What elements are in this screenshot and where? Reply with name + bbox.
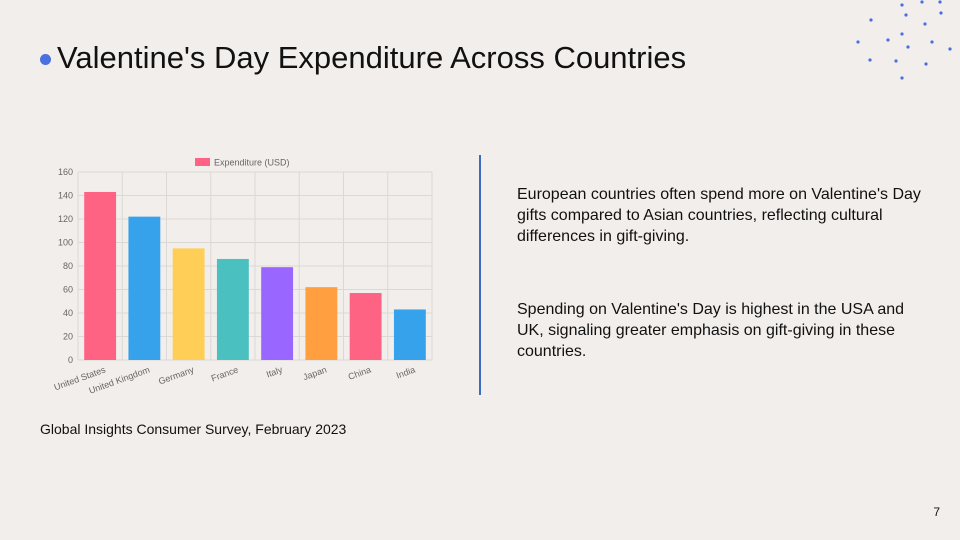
note-usa-uk-highest: Spending on Valentine's Day is highest i… <box>517 301 905 360</box>
y-tick-label: 0 <box>68 355 73 365</box>
vertical-divider <box>479 155 481 395</box>
y-tick-label: 160 <box>58 167 73 177</box>
bar <box>305 287 338 360</box>
legend-swatch <box>195 158 210 166</box>
x-tick-label: Italy <box>265 364 284 379</box>
x-tick-label: Japan <box>302 364 328 382</box>
x-tick-label: Germany <box>157 364 196 386</box>
title-row: Valentine's Day Expenditure Across Count… <box>40 40 686 76</box>
bar <box>216 258 249 360</box>
bar <box>128 216 161 360</box>
notes-panel: European countries often spend more on V… <box>517 184 927 414</box>
bar <box>172 248 205 360</box>
y-tick-label: 80 <box>63 261 73 271</box>
title-bullet-icon <box>40 53 51 65</box>
y-tick-label: 20 <box>63 332 73 342</box>
bar <box>261 267 294 360</box>
bar <box>349 293 382 360</box>
x-tick-label: France <box>210 364 240 383</box>
x-tick-label: China <box>347 364 373 381</box>
x-tick-label: India <box>395 364 417 380</box>
y-tick-label: 140 <box>58 191 73 201</box>
page-number: 7 <box>933 505 940 519</box>
bar <box>393 309 426 360</box>
note-european-vs-asian: European countries often spend more on V… <box>517 186 921 245</box>
dot-pattern-icon <box>856 0 952 80</box>
y-tick-label: 120 <box>58 214 73 224</box>
y-tick-label: 40 <box>63 308 73 318</box>
legend-label: Expenditure (USD) <box>214 158 290 168</box>
y-tick-label: 60 <box>63 285 73 295</box>
bar <box>84 191 117 360</box>
source-citation: Global Insights Consumer Survey, Februar… <box>40 421 347 437</box>
y-tick-label: 100 <box>58 238 73 248</box>
expenditure-chart: 0 20 40 60 80 100 120 140 160 United States United… <box>40 150 440 400</box>
slide-title: Valentine's Day Expenditure Across Count… <box>57 40 687 75</box>
